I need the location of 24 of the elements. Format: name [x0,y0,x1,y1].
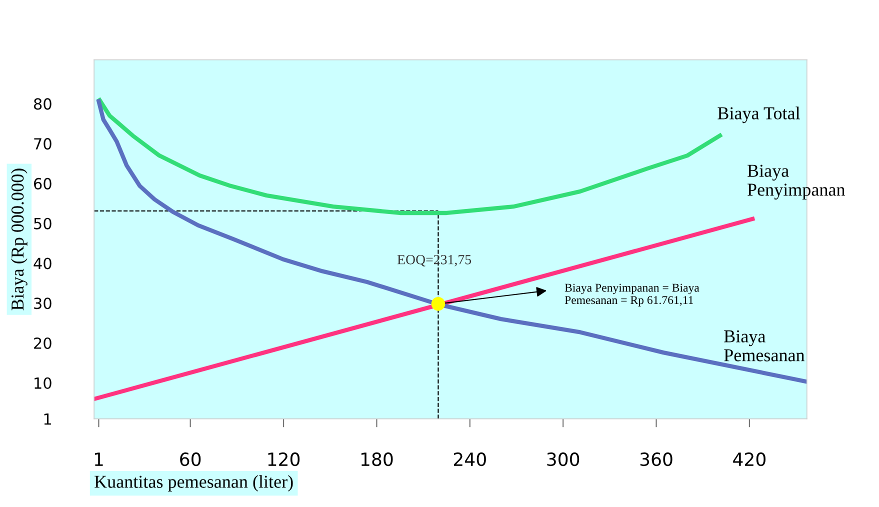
annotation: Biaya Penyimpanan = Biaya Pemesanan = Rp 61.761,11 [564,284,700,306]
x-tick-label: 300 [547,452,580,466]
y-tick-label: 60 [34,178,52,190]
annotation: EOQ=231,75 [397,254,472,266]
series-label: Biaya Pemesanan [724,330,805,362]
y-tick-label: 20 [34,337,52,350]
y-tick-label: 30 [34,298,52,310]
x-tick-label: 120 [268,452,300,466]
y-tick-label: 80 [34,98,52,110]
y-tick-label: 70 [34,138,52,150]
y-tick-label: 1 [44,413,51,425]
y-axis-title: Biaya (Rp 000.000) [10,168,28,310]
x-tick-label: 1 [94,452,103,466]
x-tick-label: 180 [361,452,393,466]
y-tick-label: 50 [34,218,52,230]
series-label: Biaya Total [718,106,800,124]
y-tick-label: 40 [34,258,52,270]
x-tick-label: 240 [454,452,486,466]
x-tick-label: 360 [640,452,672,466]
x-tick-label: 60 [180,452,201,466]
y-tick-label: 10 [34,377,52,389]
x-tick-label: 420 [733,452,766,466]
series-label: Biaya Penyimpanan [748,164,846,200]
x-axis-title: Kuantitas pemesanan (liter) [94,475,293,492]
